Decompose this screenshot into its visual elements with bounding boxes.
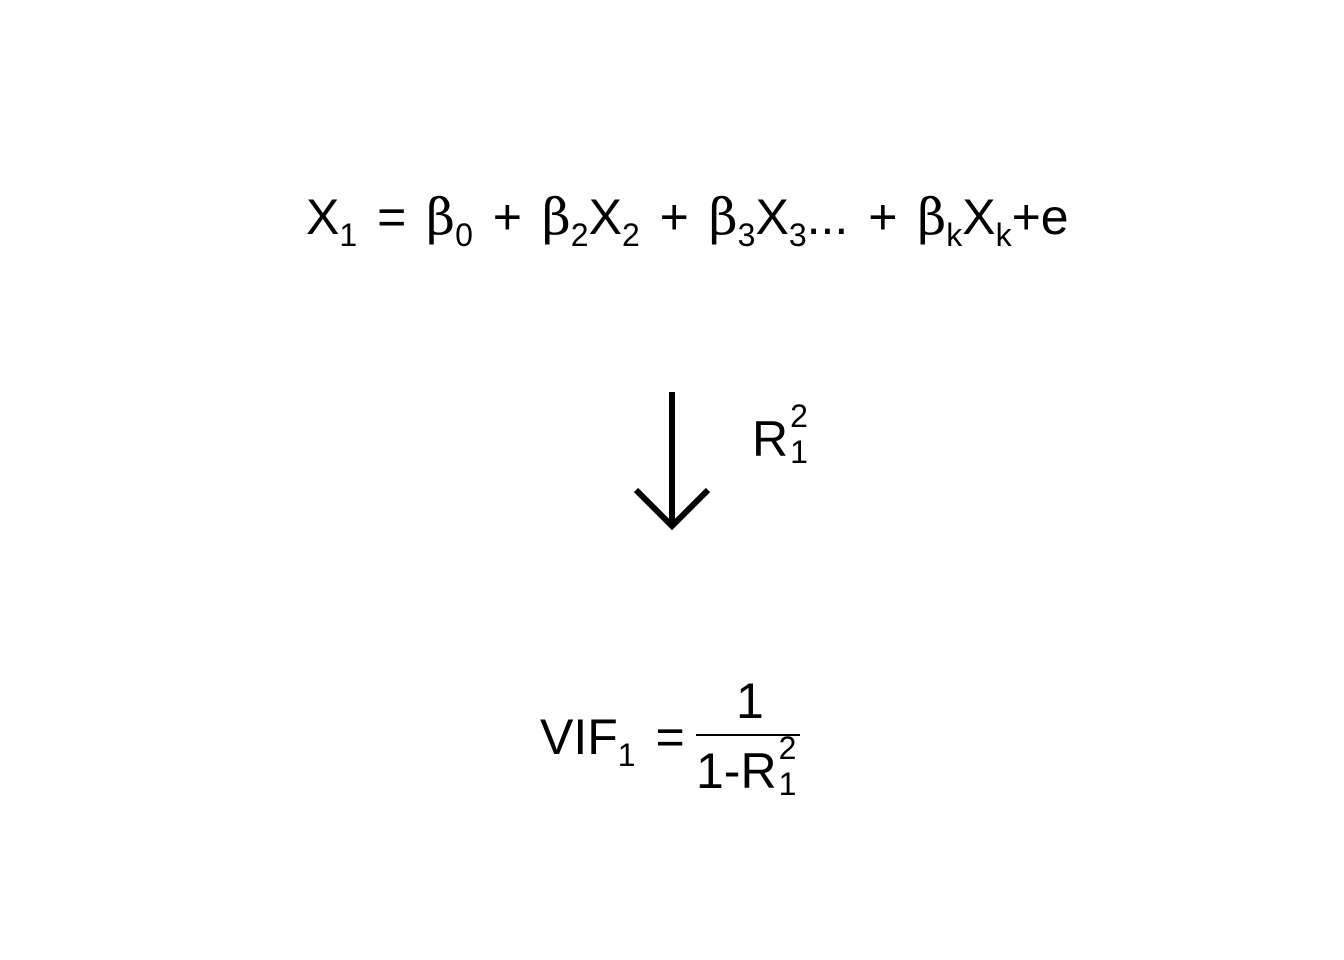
denominator-subscript: 1 bbox=[778, 766, 797, 802]
x2-variable: X bbox=[588, 189, 622, 245]
r-subscript: 1 bbox=[790, 434, 808, 470]
fraction-denominator: 1-R 2 1 bbox=[696, 732, 803, 800]
error-term: +e bbox=[1011, 189, 1069, 245]
denominator-text: 1-R bbox=[696, 743, 777, 799]
equals-sign: = bbox=[377, 189, 407, 245]
beta-0-subscript: 0 bbox=[455, 217, 473, 253]
plus-sign: + bbox=[659, 189, 689, 245]
r-variable: R bbox=[752, 411, 789, 467]
plus-sign: + bbox=[492, 189, 522, 245]
vif-fraction: 1 1-R 2 1 bbox=[696, 676, 804, 816]
vif-label: VIF bbox=[540, 709, 618, 765]
fraction-numerator: 1 bbox=[736, 673, 764, 729]
down-arrow-icon bbox=[633, 392, 711, 531]
beta-2: β bbox=[541, 188, 571, 246]
xk-variable: X bbox=[962, 189, 996, 245]
beta-0: β bbox=[426, 188, 456, 246]
xk-subscript: k bbox=[995, 217, 1012, 253]
vif-subscript: 1 bbox=[617, 737, 636, 773]
denominator-superscript: 2 bbox=[778, 730, 797, 766]
regression-equation: X1 = β0 + β2X2 + β3X3... + βkXk+e bbox=[306, 189, 1069, 251]
plus-sign: + bbox=[868, 189, 898, 245]
lhs-subscript: 1 bbox=[339, 217, 358, 253]
ellipsis: ... bbox=[806, 189, 849, 245]
vif-lhs: VIF1 = bbox=[540, 709, 691, 771]
x3-variable: X bbox=[755, 189, 789, 245]
r-superscript: 2 bbox=[790, 398, 808, 434]
lhs-variable: X bbox=[306, 189, 340, 245]
x3-subscript: 3 bbox=[788, 217, 807, 253]
beta-3: β bbox=[708, 188, 738, 246]
equals-sign: = bbox=[655, 709, 685, 765]
beta-k-subscript: k bbox=[946, 217, 963, 253]
beta-3-subscript: 3 bbox=[737, 217, 756, 253]
beta-2-subscript: 2 bbox=[570, 217, 589, 253]
x2-subscript: 2 bbox=[621, 217, 640, 253]
fraction-bar bbox=[696, 734, 800, 736]
beta-k: β bbox=[917, 188, 947, 246]
